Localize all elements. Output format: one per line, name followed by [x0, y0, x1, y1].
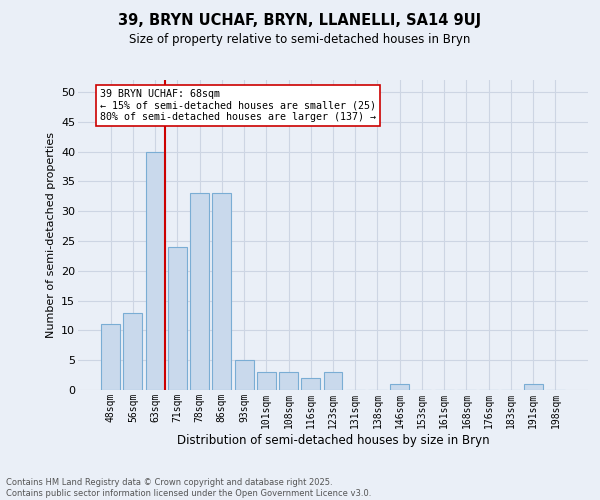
- Bar: [101, 324, 120, 390]
- Bar: [190, 194, 209, 390]
- Bar: [279, 372, 298, 390]
- Bar: [168, 247, 187, 390]
- Text: Size of property relative to semi-detached houses in Bryn: Size of property relative to semi-detach…: [130, 32, 470, 46]
- Bar: [301, 378, 320, 390]
- Bar: [146, 152, 164, 390]
- Text: Contains HM Land Registry data © Crown copyright and database right 2025.
Contai: Contains HM Land Registry data © Crown c…: [6, 478, 371, 498]
- Text: 39, BRYN UCHAF, BRYN, LLANELLI, SA14 9UJ: 39, BRYN UCHAF, BRYN, LLANELLI, SA14 9UJ: [118, 12, 482, 28]
- Bar: [235, 360, 254, 390]
- Bar: [323, 372, 343, 390]
- Bar: [524, 384, 542, 390]
- Bar: [390, 384, 409, 390]
- Text: 39 BRYN UCHAF: 68sqm
← 15% of semi-detached houses are smaller (25)
80% of semi-: 39 BRYN UCHAF: 68sqm ← 15% of semi-detac…: [100, 89, 376, 122]
- Bar: [257, 372, 276, 390]
- X-axis label: Distribution of semi-detached houses by size in Bryn: Distribution of semi-detached houses by …: [176, 434, 490, 446]
- Y-axis label: Number of semi-detached properties: Number of semi-detached properties: [46, 132, 56, 338]
- Bar: [124, 312, 142, 390]
- Bar: [212, 194, 231, 390]
